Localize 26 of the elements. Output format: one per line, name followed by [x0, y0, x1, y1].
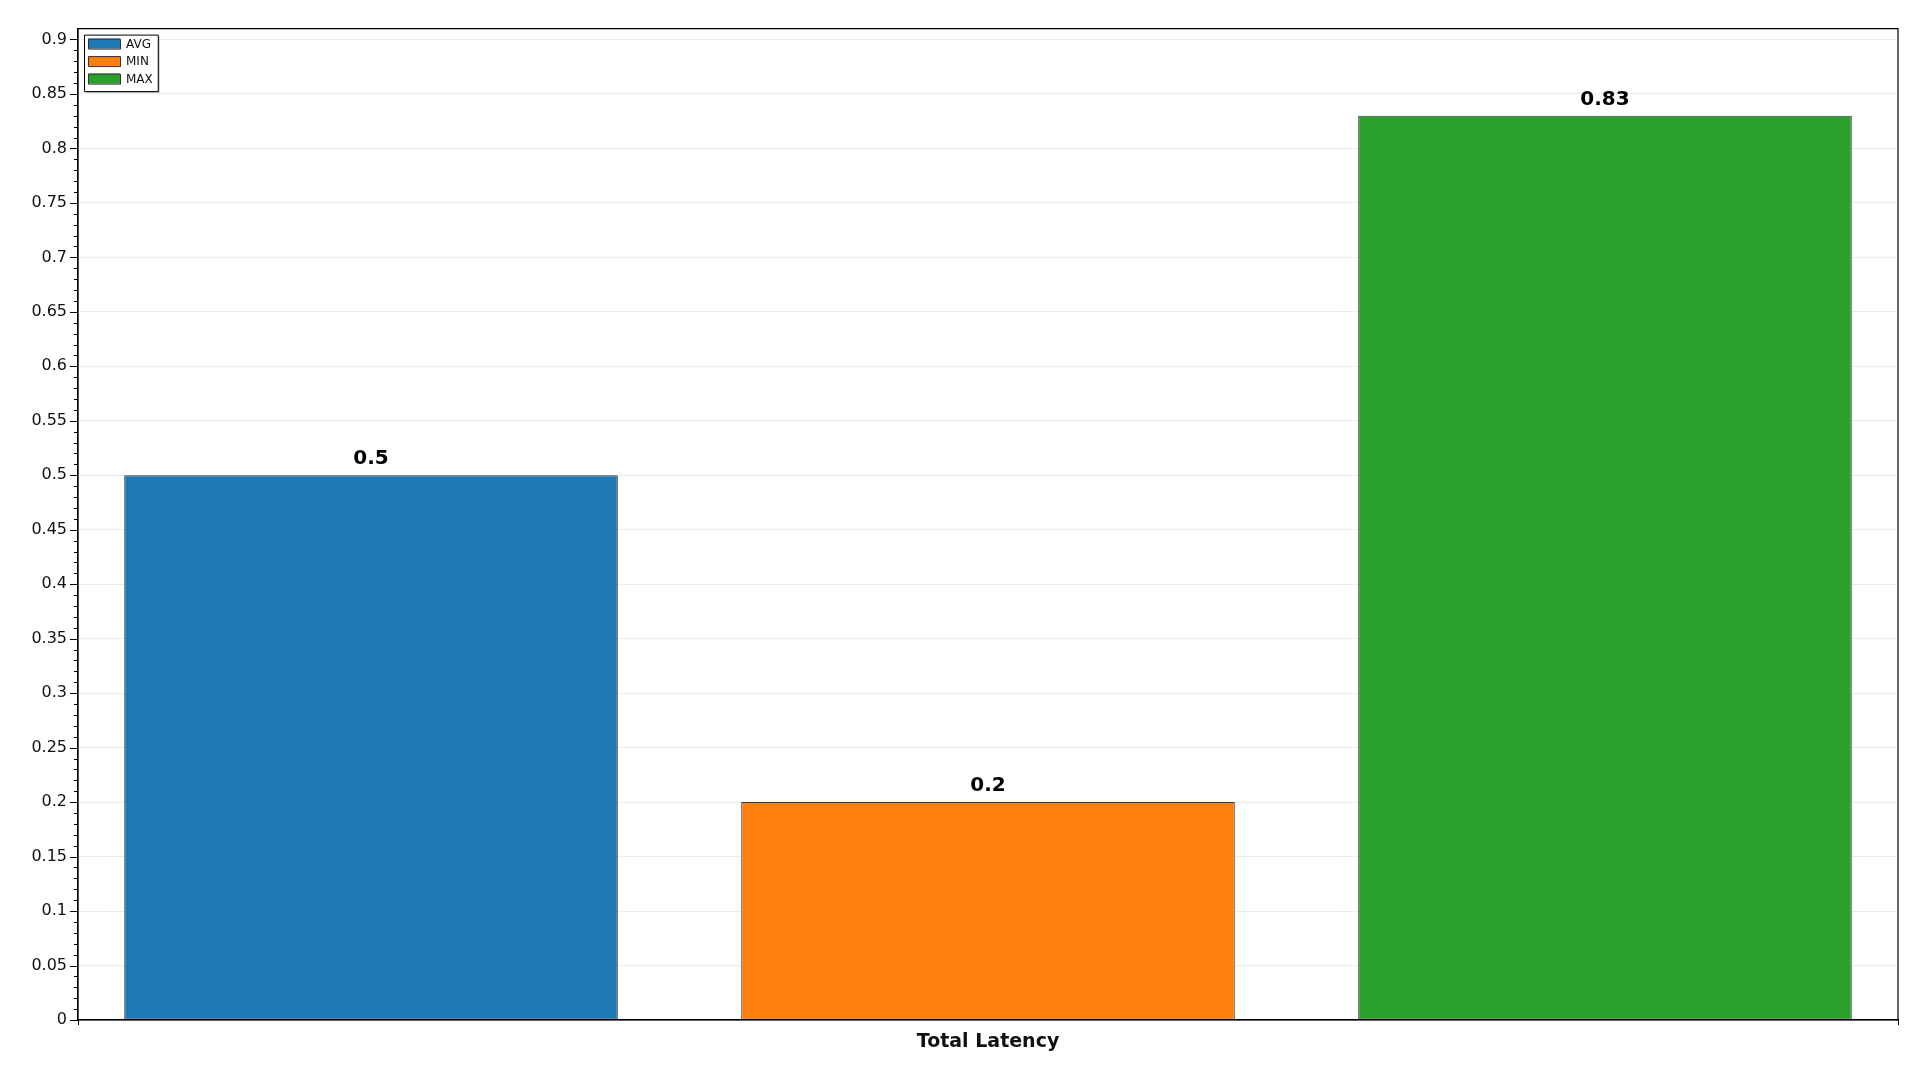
y-tick-label: 0.9 [41, 28, 67, 48]
y-tick-label: 0.85 [31, 83, 67, 103]
y-tick-label: 0.6 [41, 355, 67, 375]
y-tick-label: 0.1 [41, 900, 67, 920]
y-tick-label: 0.35 [31, 627, 67, 647]
y-tick-label: 0.75 [31, 192, 67, 212]
y-tick-label: 0.3 [41, 682, 67, 702]
y-tick-label: 0.8 [41, 137, 67, 157]
legend-label: MAX [126, 71, 153, 86]
legend-label: MIN [126, 54, 149, 69]
y-tick-label: 0.65 [31, 301, 67, 321]
y-tick-label: 0.55 [31, 409, 67, 429]
y-tick-label: 0.15 [31, 845, 67, 865]
y-tick-label: 0 [56, 1009, 67, 1029]
data-label: 0.83 [1580, 85, 1630, 110]
y-tick-label: 0.2 [41, 791, 67, 811]
y-tick-label: 0.5 [41, 464, 67, 484]
y-tick-label: 0.4 [41, 573, 67, 593]
y-tick-label: 0.7 [41, 246, 67, 266]
y-tick-label: 0.25 [31, 736, 67, 756]
x-tick-label: Total Latency [916, 1029, 1060, 1052]
y-tick-label: 0.05 [31, 954, 67, 974]
y-tick-label: 0.45 [31, 518, 67, 538]
data-label: 0.5 [353, 445, 389, 470]
legend-label: AVG [126, 36, 151, 51]
data-label: 0.2 [970, 772, 1006, 797]
